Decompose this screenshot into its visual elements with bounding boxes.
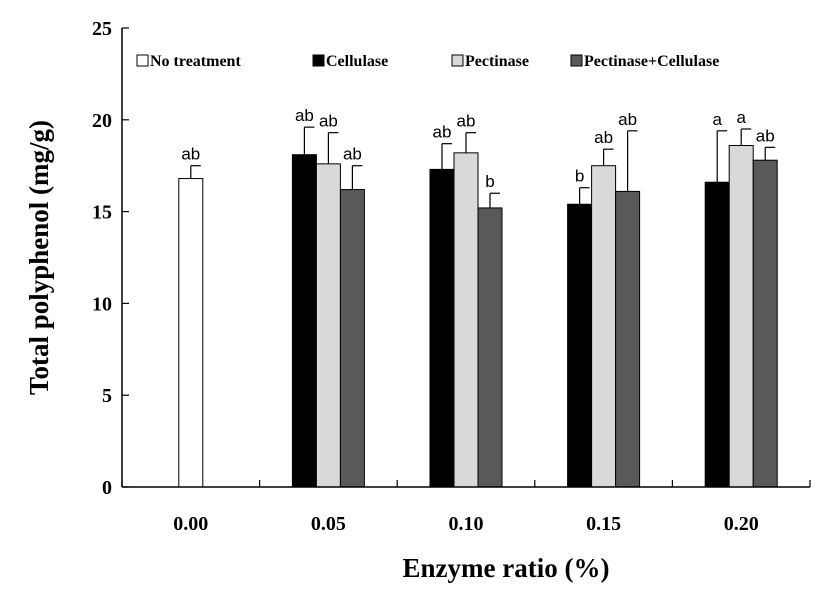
- significance-label: ab: [594, 128, 613, 147]
- legend-swatch: [312, 54, 325, 67]
- significance-label: a: [736, 108, 746, 127]
- y-tick-label: 15: [92, 202, 112, 224]
- bar: [752, 159, 778, 488]
- x-tick-label: 0.15: [586, 513, 621, 535]
- significance-label: ab: [181, 145, 200, 164]
- bar: [178, 178, 204, 488]
- bars: [178, 145, 778, 488]
- x-tick-label: 0.05: [311, 513, 346, 535]
- bar: [291, 154, 317, 488]
- bar: [591, 165, 617, 488]
- legend-swatch: [570, 54, 583, 67]
- bar: [453, 152, 479, 488]
- bar: [615, 190, 641, 488]
- bar: [567, 203, 593, 488]
- y-tick-label: 0: [102, 477, 112, 499]
- bar: [429, 168, 455, 488]
- significance-label: ab: [295, 106, 314, 125]
- legend-label: No treatment: [150, 53, 241, 70]
- bar: [339, 189, 365, 488]
- significance-label: ab: [618, 110, 637, 129]
- significance-label: ab: [433, 123, 452, 142]
- y-tick-label: 20: [92, 110, 112, 132]
- significance-label: ab: [756, 126, 775, 145]
- legend: No treatment Cellulase Pectinase Pectinase+…: [136, 53, 719, 70]
- legend-swatch: [136, 54, 149, 67]
- bar: [315, 163, 341, 488]
- x-tick-label: 0.20: [724, 513, 759, 535]
- significance-label: b: [485, 172, 494, 191]
- significance-label: ab: [343, 145, 362, 164]
- y-tick-label: 5: [102, 385, 112, 407]
- legend-label: Pectinase+Cellulase: [584, 53, 719, 70]
- y-axis-title: Total polyphenol (mg/g): [24, 120, 54, 395]
- y-tick-label: 10: [92, 293, 112, 315]
- legend-label: Cellulase: [326, 53, 388, 70]
- bar: [704, 181, 730, 488]
- bar: [477, 207, 503, 488]
- x-tick-label: 0.10: [449, 513, 484, 535]
- significance-label: b: [575, 167, 584, 186]
- x-tick-label: 0.00: [173, 513, 208, 535]
- significance-label: a: [712, 110, 722, 129]
- significance-label: ab: [319, 112, 338, 131]
- error-bars: [190, 126, 776, 208]
- significance-label: ab: [457, 112, 476, 131]
- legend-label: Pectinase: [465, 53, 529, 70]
- legend-swatch: [451, 54, 464, 67]
- y-tick-label: 25: [92, 18, 112, 40]
- bar: [728, 145, 754, 488]
- axes: 0 5 10 15 20 25 0.00 0.05 0.10 0.15 0.20: [92, 18, 811, 535]
- x-axis-title: Enzyme ratio (%): [403, 553, 610, 583]
